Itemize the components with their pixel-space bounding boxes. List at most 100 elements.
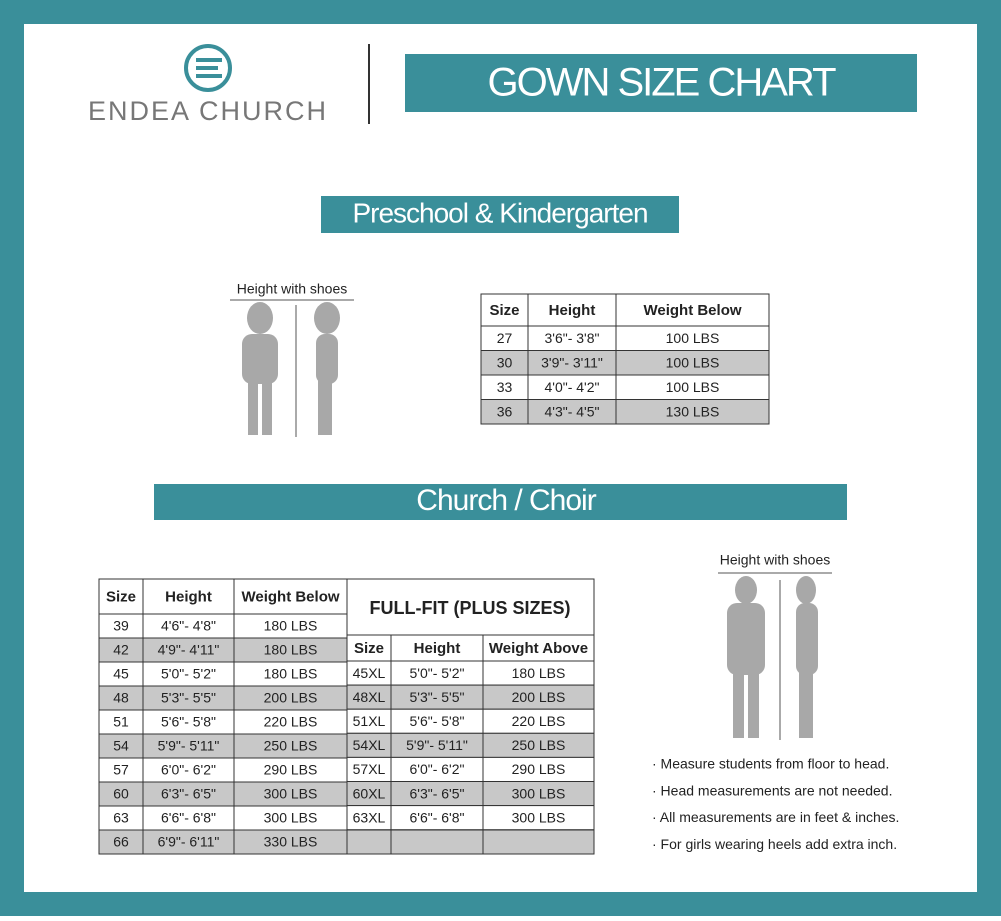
cell-text: 100 LBS	[666, 330, 720, 346]
table-cell	[615, 350, 770, 376]
table-cell	[527, 399, 617, 425]
table-cell	[233, 829, 348, 855]
cell-text: 60	[113, 786, 129, 802]
table-cell	[390, 732, 484, 758]
cell-text: 39	[113, 618, 129, 634]
table-cell	[346, 781, 392, 807]
cell-text: 57XL	[353, 761, 386, 777]
column-header: Size	[489, 302, 519, 319]
table-cell	[98, 613, 144, 639]
table-cell	[98, 733, 144, 759]
cell-text: 4'9"- 4'11"	[158, 642, 220, 658]
cell-text: 33	[497, 379, 513, 395]
title-banner	[405, 54, 917, 112]
figure-caption: Height with shoes	[720, 552, 831, 568]
table-cell	[346, 756, 392, 783]
cell-text: 6'6"- 6'8"	[161, 810, 216, 826]
table-cell	[482, 829, 595, 855]
cell-text: 3'9"- 3'11"	[541, 354, 603, 370]
cell-text: 48	[113, 690, 129, 706]
cell-text: 300 LBS	[512, 785, 566, 801]
adult-figure	[727, 576, 818, 738]
header-cell	[233, 578, 348, 615]
header-cell	[527, 293, 617, 327]
table-cell	[233, 685, 348, 711]
note: · Measure students from floor to head.	[652, 756, 889, 772]
header-cell	[390, 634, 484, 662]
table-cell	[346, 732, 392, 758]
cell-text: 36	[497, 403, 513, 419]
cell-text: 300 LBS	[264, 810, 318, 826]
cell-text: 30	[497, 354, 513, 370]
table-cell	[482, 805, 595, 831]
cell-text: 6'0"- 6'2"	[410, 761, 465, 777]
cell-text: 250 LBS	[512, 737, 566, 753]
cell-text: 6'3"- 6'5"	[410, 785, 465, 801]
cell-text: 5'6"- 5'8"	[410, 713, 465, 729]
header-cell	[98, 578, 144, 615]
cell-text: 5'3"- 5'5"	[410, 689, 465, 705]
table-cell	[615, 374, 770, 400]
note: · All measurements are in feet & inches.	[652, 809, 899, 825]
cell-text: 3'6"- 3'8"	[545, 330, 600, 346]
child-figure	[242, 302, 340, 435]
cell-text: 4'0"- 4'2"	[545, 379, 600, 395]
table-cell	[390, 781, 484, 807]
section-banner	[321, 196, 679, 233]
table-cell	[390, 805, 484, 831]
column-header: Size	[106, 588, 136, 605]
figure-caption: Height with shoes	[237, 281, 348, 297]
column-header: Height	[165, 588, 212, 605]
cell-text: 100 LBS	[666, 354, 720, 370]
column-header: Height	[549, 302, 596, 319]
cell-text: 290 LBS	[264, 762, 318, 778]
cell-text: 42	[113, 642, 129, 658]
column-header: Weight Below	[643, 302, 741, 319]
cell-text: 180 LBS	[512, 665, 566, 681]
table-cell	[142, 709, 235, 735]
table-cell	[482, 684, 595, 710]
note: · For girls wearing heels add extra inch…	[652, 836, 897, 852]
cell-text: 6'9"- 6'11"	[158, 834, 220, 850]
cell-text: 220 LBS	[264, 714, 318, 730]
cell-text: 220 LBS	[512, 713, 566, 729]
cell-text: 130 LBS	[666, 403, 720, 419]
cell-text: 51	[113, 714, 129, 730]
cell-text: 5'6"- 5'8"	[161, 714, 216, 730]
cell-text: 5'9"- 5'11"	[406, 737, 468, 753]
cell-text: 300 LBS	[512, 809, 566, 825]
table-cell	[482, 781, 595, 807]
table-cell	[233, 661, 348, 687]
table-cell	[482, 732, 595, 758]
cell-text: 180 LBS	[264, 618, 318, 634]
cell-text: 4'6"- 4'8"	[161, 618, 216, 634]
table-cell	[482, 756, 595, 783]
table-cell	[346, 660, 392, 686]
cell-text: 48XL	[353, 689, 386, 705]
table-cell	[98, 805, 144, 831]
cell-text: 63	[113, 810, 129, 826]
cell-text: 45	[113, 666, 129, 682]
cell-text: 54	[113, 738, 129, 754]
cell-text: 5'0"- 5'2"	[410, 665, 465, 681]
cell-text: 100 LBS	[666, 379, 720, 395]
table-title-cell	[346, 578, 595, 636]
cell-text: 5'0"- 5'2"	[161, 666, 216, 682]
cell-text: 60XL	[353, 785, 386, 801]
note: · Head measurements are not needed.	[652, 782, 892, 798]
cell-text: 51XL	[353, 713, 386, 729]
table-cell	[390, 829, 484, 855]
table-cell	[480, 399, 529, 425]
cell-text: 200 LBS	[512, 689, 566, 705]
cell-text: 290 LBS	[512, 761, 566, 777]
table-cell	[527, 350, 617, 376]
table-cell	[390, 756, 484, 783]
cell-text: 250 LBS	[264, 738, 318, 754]
table-cell	[142, 757, 235, 783]
header-cell	[482, 634, 595, 662]
cell-text: 5'3"- 5'5"	[161, 690, 216, 706]
table-cell	[482, 660, 595, 686]
title: GOWN SIZE CHART	[487, 61, 836, 105]
cell-text: 66	[113, 834, 129, 850]
cell-text: 54XL	[353, 737, 386, 753]
